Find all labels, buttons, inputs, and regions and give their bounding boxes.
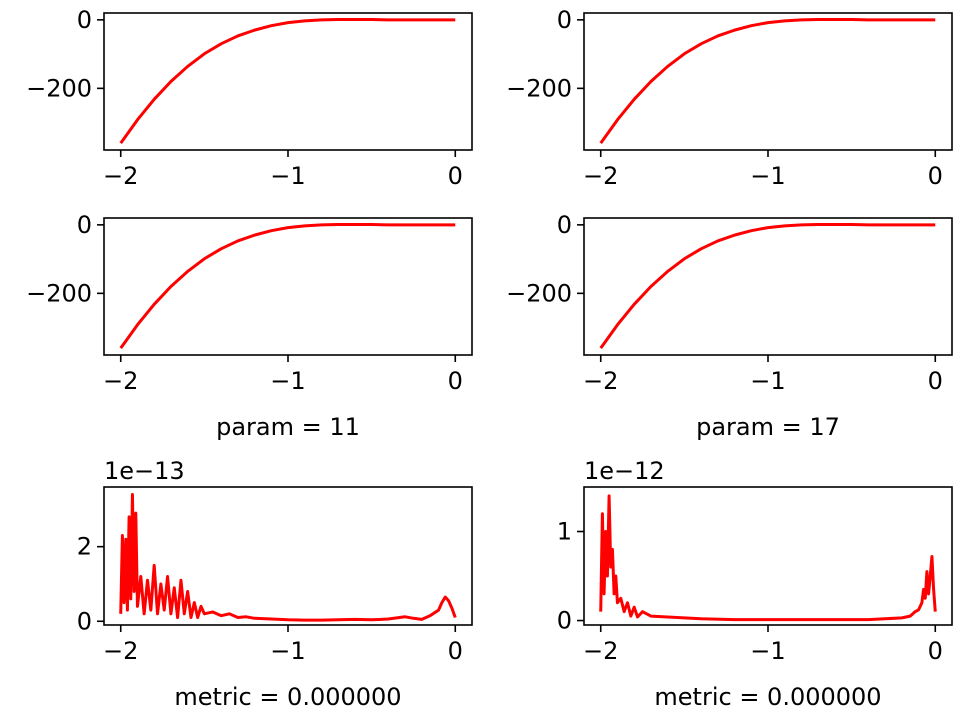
x-tick-label: −2 (583, 637, 618, 665)
offset-text: 1e−12 (584, 457, 665, 485)
subplot-2: −2 −1 0 −200 0 (506, 6, 953, 190)
x-tick-label: −1 (270, 637, 305, 665)
series-line-2-1 (599, 18, 936, 145)
y-tick-label: −200 (506, 74, 572, 102)
x-tick-label: −1 (750, 637, 785, 665)
subplot-4: −2 −1 0 −200 0 param = 17 (506, 211, 953, 441)
y-tick-label: 0 (557, 211, 572, 239)
y-tick-label: 0 (77, 607, 92, 635)
x-tick-label: −2 (583, 162, 618, 190)
x-tick-label: 0 (928, 367, 943, 395)
series-line-1-1 (119, 18, 456, 145)
series-line-5-1 (119, 492, 457, 622)
x-tick-label: −1 (750, 367, 785, 395)
y-tick-label: −200 (26, 279, 92, 307)
x-axis-label: param = 11 (216, 413, 360, 441)
y-tick-label: 0 (77, 211, 92, 239)
series-line-6-1 (599, 494, 937, 622)
x-tick-label: −1 (270, 162, 305, 190)
offset-text: 1e−13 (104, 457, 185, 485)
subplot-5: −2 −1 0 0 2 1e−13 metric = 0.000000 (77, 457, 473, 711)
x-tick-label: −2 (583, 367, 618, 395)
axes-frame (583, 217, 953, 356)
y-tick-label: −200 (26, 74, 92, 102)
x-tick-label: 0 (928, 162, 943, 190)
x-tick-label: −2 (103, 637, 138, 665)
x-tick-label: 0 (928, 637, 943, 665)
axes-frame (103, 12, 473, 151)
y-tick-label: 2 (77, 533, 92, 561)
x-axis-label: param = 17 (696, 413, 840, 441)
y-tick-label: 0 (557, 607, 572, 635)
x-tick-label: 0 (448, 367, 463, 395)
axes-frame (583, 12, 953, 151)
subplot-6: −2 −1 0 0 1 1e−12 metric = 0.000000 (557, 457, 953, 711)
x-tick-label: 0 (448, 162, 463, 190)
series-line-4-1 (599, 223, 936, 350)
x-tick-label: −1 (270, 367, 305, 395)
y-tick-label: 0 (77, 6, 92, 34)
x-tick-label: −2 (103, 367, 138, 395)
x-axis-label: metric = 0.000000 (654, 683, 881, 711)
subplot-1: −2 −1 0 −200 0 (26, 6, 473, 190)
axes-frame (583, 486, 953, 626)
axes-frame (103, 217, 473, 356)
y-tick-label: −200 (506, 279, 572, 307)
subplot-3: −2 −1 0 −200 0 param = 11 (26, 211, 473, 441)
x-axis-label: metric = 0.000000 (174, 683, 401, 711)
y-tick-label: 0 (557, 6, 572, 34)
x-tick-label: −1 (750, 162, 785, 190)
x-tick-label: −2 (103, 162, 138, 190)
series-line-3-1 (119, 223, 456, 350)
y-tick-label: 1 (557, 518, 572, 546)
x-tick-label: 0 (448, 637, 463, 665)
